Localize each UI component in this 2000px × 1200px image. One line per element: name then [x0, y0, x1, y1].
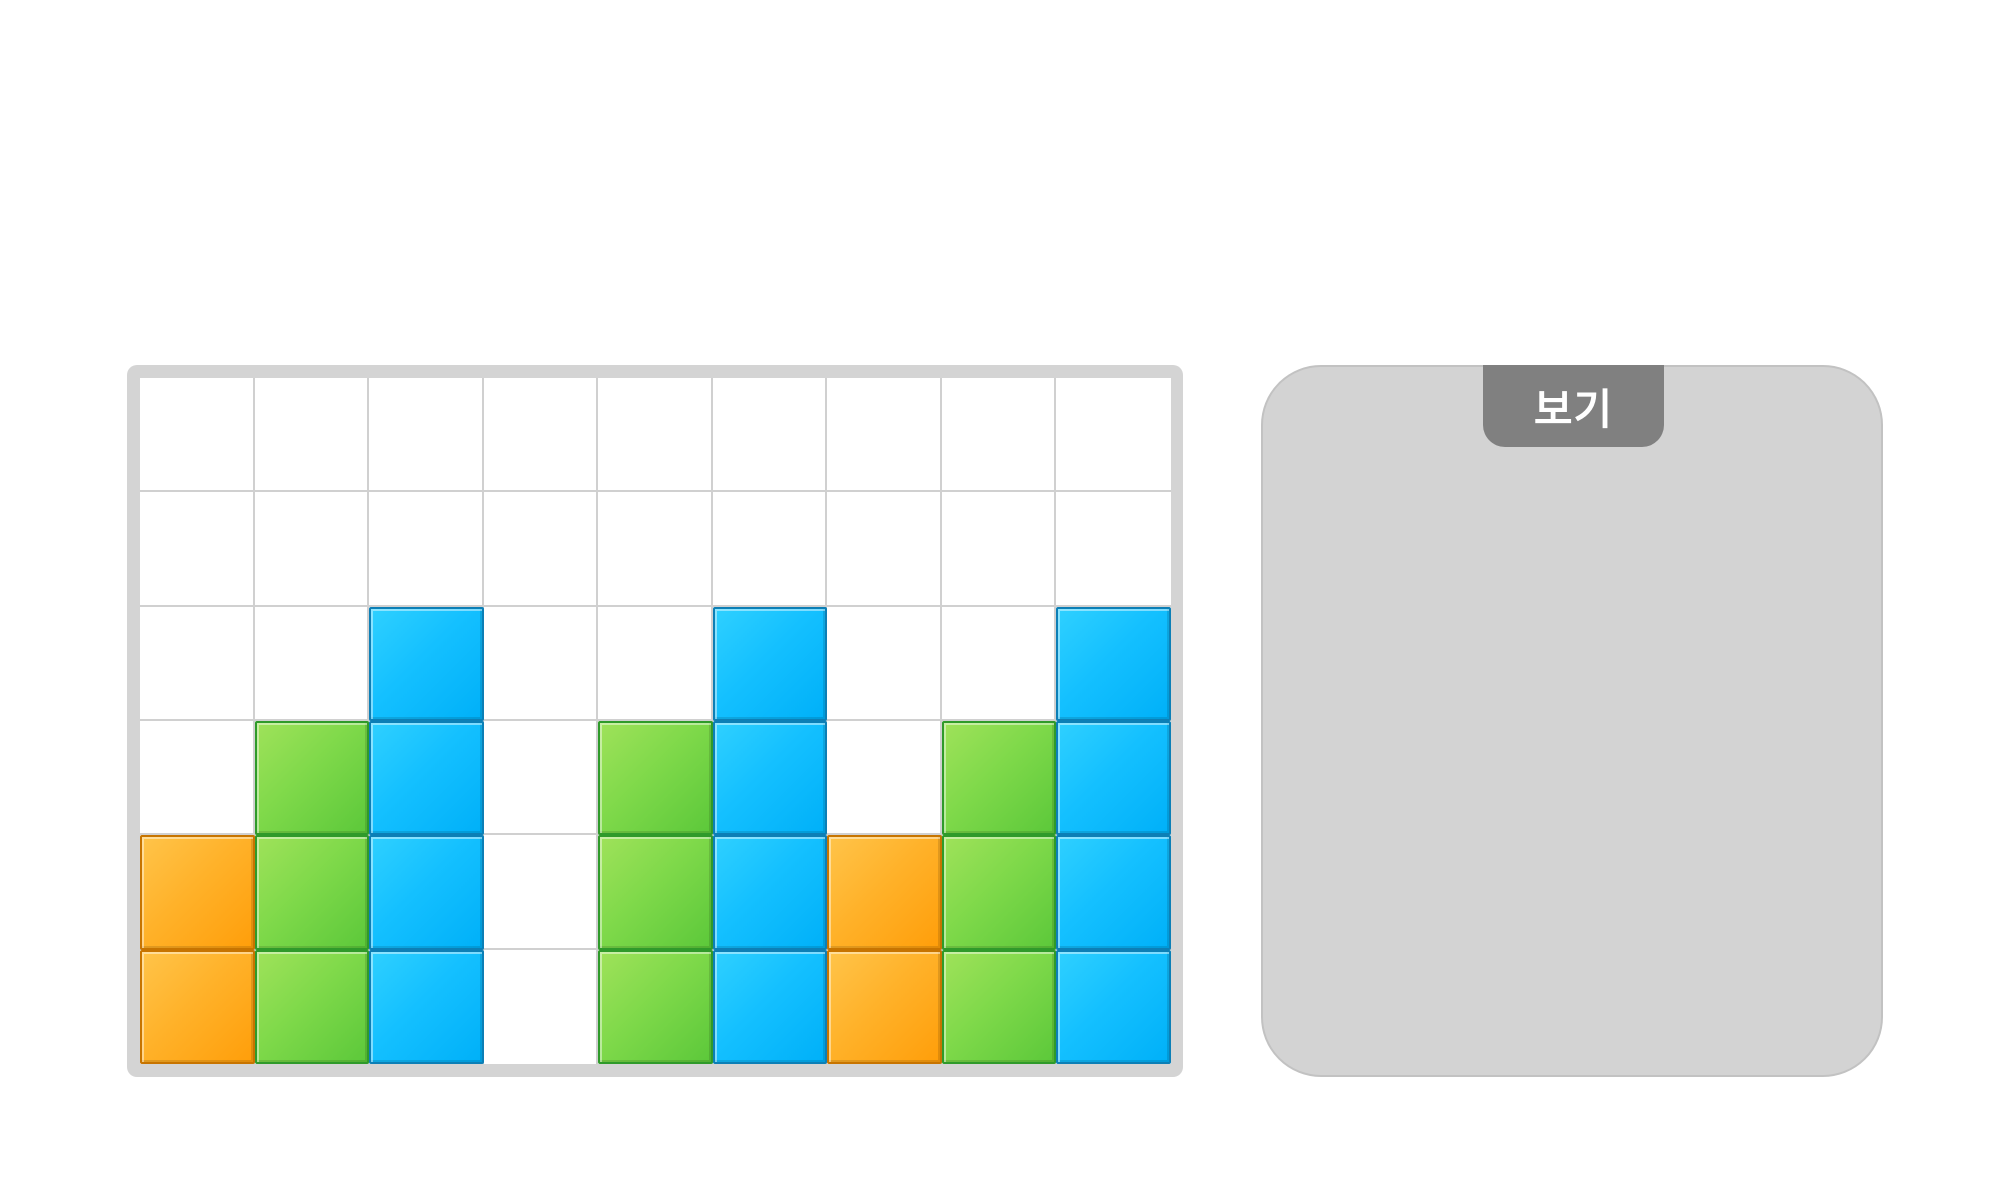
block-board: [127, 365, 1183, 1077]
blue-block: [369, 606, 484, 721]
grid-cell: [941, 606, 1057, 721]
green-block: [254, 721, 370, 836]
grid-cell: [598, 606, 713, 721]
green-block: [941, 949, 1057, 1064]
blue-block: [1056, 949, 1171, 1064]
grid-cell: [827, 606, 942, 721]
grid-cell: [1056, 492, 1171, 607]
blue-block: [712, 949, 828, 1064]
grid-cell: [140, 378, 255, 493]
grid-cell: [254, 492, 370, 607]
blue-block: [369, 835, 484, 950]
grid-cell: [712, 378, 828, 493]
orange-block: [140, 835, 255, 950]
grid-cell: [483, 949, 599, 1064]
grid-cell: [483, 835, 599, 950]
green-block: [598, 721, 713, 836]
grid-cell: [598, 378, 713, 493]
grid-cell: [140, 492, 255, 607]
grid-cell: [369, 492, 484, 607]
grid-cell: [827, 378, 942, 493]
grid-cell: [483, 492, 599, 607]
green-block: [254, 949, 370, 1064]
grid-cell: [941, 492, 1057, 607]
blue-block: [712, 721, 828, 836]
grid-cell: [483, 721, 599, 836]
grid-cell: [712, 492, 828, 607]
orange-block: [827, 949, 942, 1064]
blue-block: [1056, 835, 1171, 950]
green-block: [598, 949, 713, 1064]
grid-cell: [254, 378, 370, 493]
blue-block: [712, 606, 828, 721]
grid-cell: [483, 378, 599, 493]
grid-cell: [483, 606, 599, 721]
blue-block: [369, 949, 484, 1064]
example-panel: 보기: [1261, 365, 1883, 1077]
green-block: [598, 835, 713, 950]
blue-block: [369, 721, 484, 836]
orange-block: [140, 949, 255, 1064]
grid-cell: [369, 378, 484, 493]
green-block: [941, 835, 1057, 950]
grid-cell: [140, 606, 255, 721]
blue-block: [712, 835, 828, 950]
grid-cell: [827, 721, 942, 836]
green-block: [254, 835, 370, 950]
grid-cell: [140, 721, 255, 836]
grid-cell: [941, 378, 1057, 493]
green-block: [941, 721, 1057, 836]
grid-cell: [1056, 378, 1171, 493]
orange-block: [827, 835, 942, 950]
grid-cell: [598, 492, 713, 607]
example-tab-label: 보기: [1483, 365, 1664, 447]
grid-cell: [254, 606, 370, 721]
blue-block: [1056, 721, 1171, 836]
block-grid: [140, 378, 1171, 1064]
blue-block: [1056, 606, 1171, 721]
grid-cell: [827, 492, 942, 607]
